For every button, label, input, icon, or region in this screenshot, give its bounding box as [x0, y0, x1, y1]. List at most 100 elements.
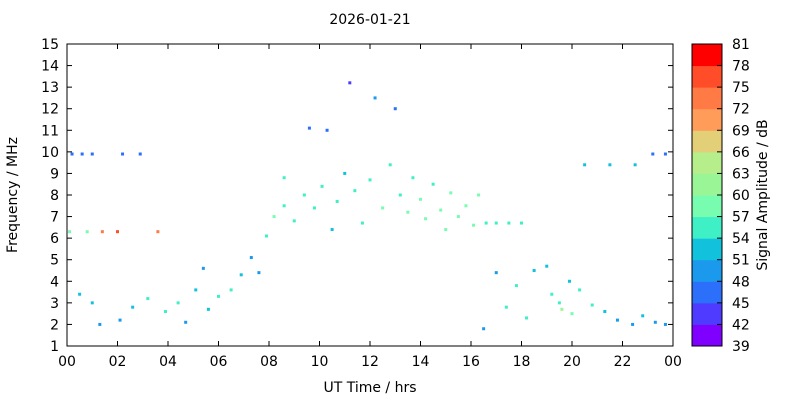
colorbar-tick-label: 63	[732, 166, 750, 182]
data-point	[381, 206, 385, 210]
data-point	[514, 284, 518, 288]
data-point	[388, 163, 392, 167]
colorbar-tick-label: 42	[732, 317, 750, 333]
data-point	[325, 128, 329, 132]
data-point	[406, 210, 410, 214]
colorbar-tick-label: 45	[732, 296, 750, 312]
data-point	[98, 322, 102, 326]
data-point	[393, 107, 397, 111]
data-point	[603, 309, 607, 313]
y-tick-label: 3	[50, 296, 59, 312]
data-point	[292, 219, 296, 223]
colorbar-band	[692, 195, 722, 218]
data-point	[353, 189, 357, 193]
data-point	[194, 288, 198, 292]
data-point	[348, 81, 352, 85]
colorbar-band	[692, 238, 722, 261]
data-point	[545, 264, 549, 268]
data-point	[282, 176, 286, 180]
data-point	[312, 206, 316, 210]
colorbar-band	[692, 216, 722, 239]
data-point	[631, 322, 635, 326]
x-tick-label: 06	[210, 354, 228, 370]
data-point	[439, 208, 443, 212]
data-point	[653, 320, 657, 324]
data-point	[239, 273, 243, 277]
data-point	[85, 230, 89, 234]
y-tick-label: 14	[41, 59, 59, 75]
x-tick-label: 14	[412, 354, 430, 370]
colorbar-tick-label: 51	[732, 253, 750, 269]
data-point	[368, 178, 372, 182]
data-point	[482, 327, 486, 331]
data-point	[484, 221, 488, 225]
data-point	[335, 199, 339, 203]
x-tick-label: 04	[159, 354, 177, 370]
x-tick-label: 12	[361, 354, 379, 370]
colorbar-tick-label: 78	[732, 59, 750, 75]
data-point	[477, 193, 481, 197]
data-point	[651, 152, 655, 156]
data-point	[343, 171, 347, 175]
data-point	[146, 297, 150, 301]
x-tick-label: 18	[513, 354, 531, 370]
colorbar-tick-label: 81	[732, 37, 750, 53]
data-point	[398, 193, 402, 197]
colorbar-band	[692, 324, 722, 347]
y-tick-label: 10	[41, 145, 59, 161]
data-point	[590, 303, 594, 307]
data-point	[272, 215, 276, 219]
colorbar-band	[692, 302, 722, 325]
data-point	[68, 230, 72, 234]
data-point	[456, 215, 460, 219]
data-point	[608, 163, 612, 167]
data-point	[264, 234, 268, 238]
y-tick-label: 5	[50, 253, 59, 269]
data-point	[663, 322, 667, 326]
data-point	[217, 294, 220, 298]
y-tick-label: 6	[50, 231, 59, 247]
data-point	[550, 292, 554, 296]
colorbar-band	[692, 151, 722, 174]
colorbar-band	[692, 281, 722, 304]
y-tick-label: 9	[50, 166, 59, 182]
data-point	[249, 256, 253, 260]
data-point	[444, 228, 448, 232]
y-tick-label: 13	[41, 80, 59, 96]
x-tick-label: 22	[614, 354, 632, 370]
data-points-layer	[68, 81, 667, 331]
data-point	[100, 230, 104, 234]
data-point	[507, 221, 511, 225]
data-point	[90, 152, 94, 156]
x-tick-label: 02	[109, 354, 127, 370]
data-point	[494, 221, 498, 225]
x-tick-label: 10	[311, 354, 329, 370]
data-point	[121, 152, 125, 156]
y-tick-label: 15	[41, 37, 59, 53]
data-point	[449, 191, 453, 195]
colorbar-band	[692, 65, 722, 88]
x-axis-ticks: 00 02 04 06 08 10 12 14 16 18 20 22 00	[58, 44, 682, 370]
data-point	[201, 266, 205, 270]
colorbar-band	[692, 108, 722, 131]
x-tick-label: 00	[58, 354, 76, 370]
data-point	[504, 305, 508, 309]
y-tick-label: 7	[50, 210, 59, 226]
data-point	[330, 228, 334, 232]
y-tick-label: 1	[50, 339, 59, 355]
chart-title: 2026-01-21	[329, 12, 410, 28]
data-point	[307, 126, 311, 130]
colorbar-tick-label: 57	[732, 210, 750, 226]
colorbar-band	[692, 87, 722, 110]
x-tick-label: 20	[563, 354, 581, 370]
data-point	[520, 221, 523, 225]
colorbar-label: Signal Amplitude / dB	[755, 119, 771, 270]
data-point	[560, 307, 564, 311]
plot-area-frame	[66, 43, 674, 347]
data-point	[557, 301, 561, 305]
data-point	[70, 152, 74, 156]
data-point	[184, 320, 188, 324]
data-point	[116, 230, 119, 234]
